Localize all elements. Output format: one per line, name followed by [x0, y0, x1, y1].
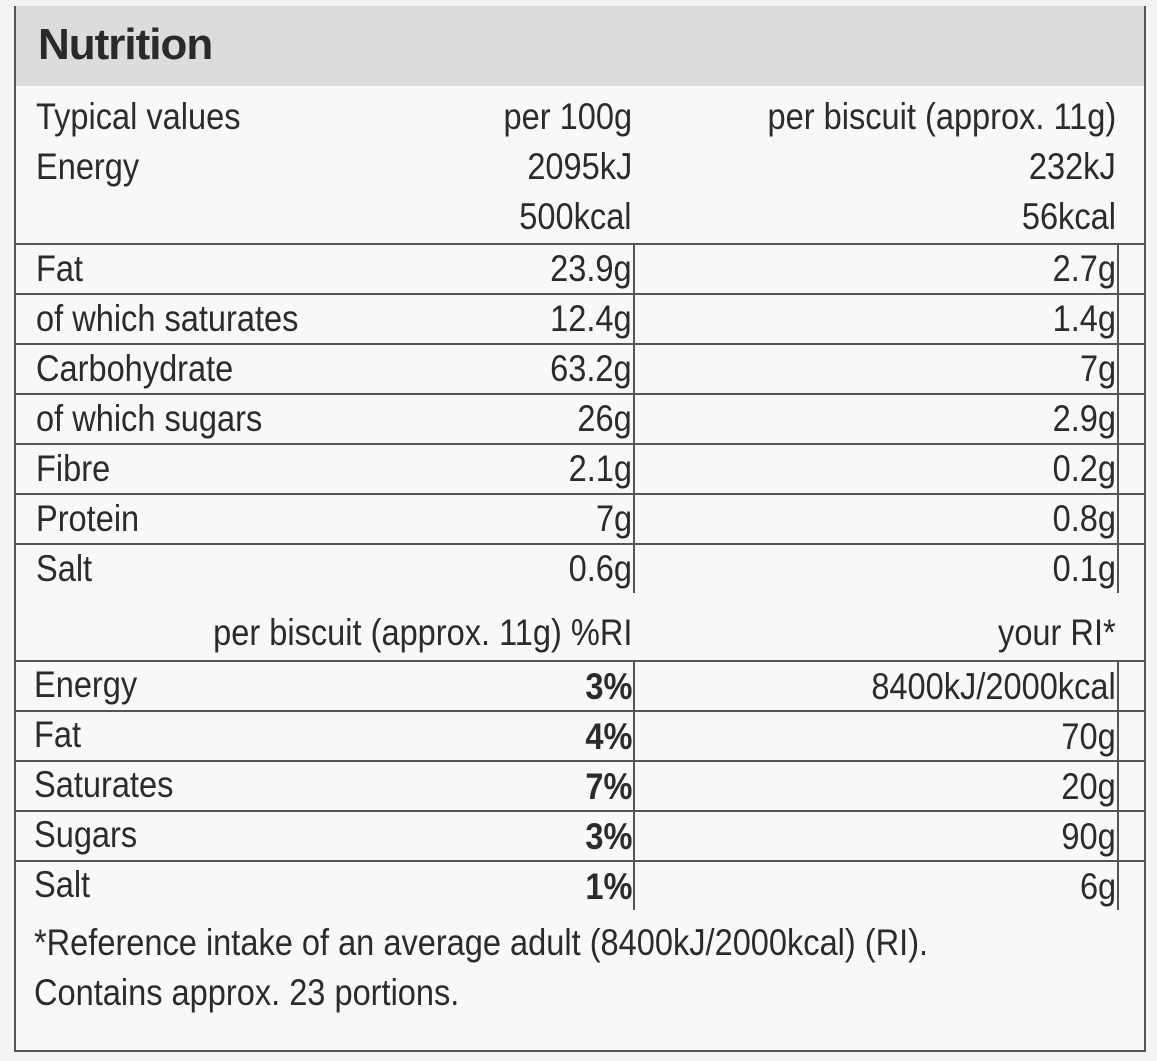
energy-kj-100g: 2095kJ: [527, 146, 632, 187]
ri-label: Salt: [34, 864, 91, 905]
your-ri-header: your RI*: [998, 612, 1116, 653]
nutrient-per-biscuit: 2.7g: [1052, 248, 1116, 289]
nutrient-per-biscuit: 7g: [1079, 348, 1116, 389]
energy-label: Energy: [36, 146, 140, 187]
divider: [16, 493, 1144, 495]
ri-label: Energy: [34, 664, 138, 705]
divider: [16, 543, 1144, 545]
divider: [16, 660, 1144, 662]
nutrient-label: of which saturates: [36, 298, 299, 339]
column-divider: [1117, 660, 1119, 910]
nutrient-label: Fibre: [36, 448, 111, 489]
nutrient-per-biscuit: 0.1g: [1052, 548, 1116, 589]
nutrient-per-100g: 26g: [577, 398, 632, 439]
reference-intake-footnote: *Reference intake of an average adult (8…: [34, 922, 929, 963]
nutrient-per-biscuit: 0.8g: [1052, 498, 1116, 539]
ri-label: Fat: [34, 714, 82, 755]
ri-value: 8400kJ/2000kcal: [871, 666, 1116, 707]
ri-percent: 1%: [584, 866, 632, 907]
ri-percent: 4%: [584, 716, 632, 757]
divider: [16, 710, 1144, 712]
ri-percent: 3%: [584, 666, 632, 707]
nutrient-per-100g: 12.4g: [550, 298, 632, 339]
portions-footnote: Contains approx. 23 portions.: [34, 972, 460, 1013]
divider: [16, 810, 1144, 812]
divider: [16, 860, 1144, 862]
nutrient-per-100g: 2.1g: [568, 448, 632, 489]
nutrient-label: Salt: [36, 548, 93, 589]
nutrient-per-100g: 63.2g: [550, 348, 632, 389]
divider: [16, 393, 1144, 395]
nutrient-per-100g: 7g: [595, 498, 632, 539]
divider: [16, 760, 1144, 762]
title-bar: Nutrition: [16, 6, 1144, 86]
ri-value: 70g: [1061, 716, 1116, 757]
ri-percent-header: per biscuit (approx. 11g) %RI: [212, 612, 632, 653]
divider: [16, 443, 1144, 445]
ri-label: Saturates: [34, 764, 174, 805]
column-divider: [1117, 243, 1119, 593]
nutrition-panel: Nutrition Typical values per 100g per bi…: [14, 6, 1146, 1052]
nutrient-per-biscuit: 0.2g: [1052, 448, 1116, 489]
ri-percent: 3%: [584, 816, 632, 857]
nutrient-per-biscuit: 2.9g: [1052, 398, 1116, 439]
energy-kcal-100g: 500kcal: [519, 196, 632, 237]
nutrition-title: Nutrition: [38, 20, 213, 69]
typical-values-label: Typical values: [36, 96, 241, 137]
column-divider: [633, 660, 635, 910]
nutrient-per-biscuit: 1.4g: [1052, 298, 1116, 339]
nutrient-label: Protein: [36, 498, 140, 539]
ri-value: 90g: [1061, 816, 1116, 857]
energy-kcal-biscuit: 56kcal: [1021, 196, 1116, 237]
ri-value: 20g: [1061, 766, 1116, 807]
divider: [16, 343, 1144, 345]
ri-percent: 7%: [584, 766, 632, 807]
nutrient-label: of which sugars: [36, 398, 263, 439]
energy-kj-biscuit: 232kJ: [1029, 146, 1116, 187]
divider: [16, 243, 1144, 245]
nutrient-label: Fat: [36, 248, 84, 289]
divider: [16, 293, 1144, 295]
ri-label: Sugars: [34, 814, 138, 855]
nutrient-per-100g: 23.9g: [550, 248, 632, 289]
column-divider: [633, 243, 635, 593]
nutrient-per-100g: 0.6g: [568, 548, 632, 589]
per-biscuit-header: per biscuit (approx. 11g): [767, 96, 1116, 137]
nutrient-label: Carbohydrate: [36, 348, 234, 389]
ri-value: 6g: [1079, 866, 1116, 907]
per-100g-header: per 100g: [503, 96, 632, 137]
